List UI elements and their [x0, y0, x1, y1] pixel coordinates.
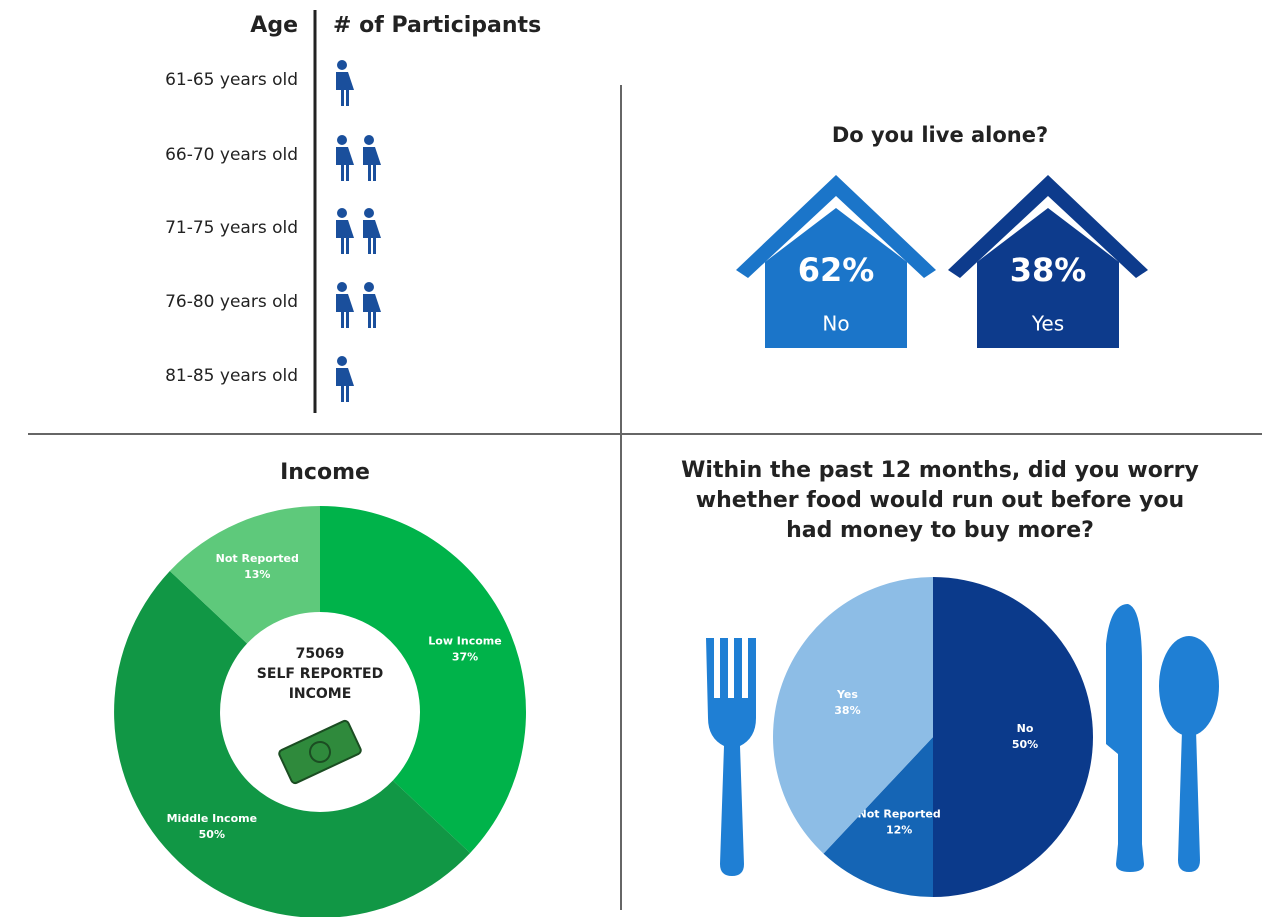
house [736, 175, 936, 348]
house [948, 175, 1148, 348]
person-head [337, 356, 347, 366]
pictogram [336, 356, 354, 402]
house-body [977, 208, 1119, 348]
person-body [363, 147, 381, 181]
chart-title: Income [280, 460, 370, 485]
house-body [765, 208, 907, 348]
category-label: 76-80 years old [165, 292, 298, 312]
person-head [337, 135, 347, 145]
category-label: 66-70 years old [165, 145, 298, 165]
slice [169, 505, 320, 644]
center-label: SELF REPORTED [257, 666, 383, 682]
bill [278, 719, 362, 785]
chart-title: Do you live alone? [832, 123, 1048, 147]
value-label: 13% [244, 568, 270, 581]
person-head [337, 60, 347, 70]
category-label: Yes [1031, 312, 1064, 336]
pictogram [336, 282, 381, 328]
slice-label: Not Reported [216, 552, 299, 565]
person-head [364, 135, 374, 145]
category-label: 61-65 years old [165, 70, 298, 90]
value-label: 38% [1010, 251, 1087, 289]
value-label: 12% [886, 824, 912, 837]
person-head [364, 208, 374, 218]
person-body [363, 220, 381, 254]
person-body [336, 220, 354, 254]
roof [736, 175, 936, 278]
slice-label: Low Income [428, 634, 501, 647]
slice [114, 570, 471, 917]
person-head [364, 282, 374, 292]
category-label: 81-85 years old [165, 366, 298, 386]
pictogram [336, 60, 354, 106]
slice-label: Yes [836, 688, 858, 701]
pictogram [336, 135, 381, 181]
roof [948, 175, 1148, 278]
cutlery [706, 604, 1219, 876]
bill-seal [309, 741, 331, 763]
person-body [363, 294, 381, 328]
slice-label: No [1017, 722, 1034, 735]
chart-title: Within the past 12 months, did you worry… [681, 458, 1199, 543]
center-label: INCOME [289, 686, 352, 702]
value-label: 37% [452, 650, 478, 663]
person-head [337, 282, 347, 292]
value-label: 50% [1012, 738, 1038, 751]
slice-label: Middle Income [167, 812, 257, 825]
person-body [336, 147, 354, 181]
person-head [337, 208, 347, 218]
value-label: 50% [199, 828, 225, 841]
slice [823, 737, 933, 897]
slice [772, 577, 933, 854]
person-body [336, 368, 354, 402]
slice [933, 577, 1093, 897]
category-label: 71-75 years old [165, 218, 298, 238]
person-body [336, 294, 354, 328]
value-label: 62% [798, 251, 875, 289]
value-label: 38% [834, 704, 860, 717]
slice [320, 506, 526, 854]
slice-label: Not Reported [858, 808, 941, 821]
money-icon [278, 719, 362, 785]
axis-label: # of Participants [333, 13, 541, 38]
person-body [336, 72, 354, 106]
pictogram [336, 208, 381, 254]
center-label: 75069 [296, 646, 345, 662]
category-label: No [822, 312, 849, 336]
axis-label: Age [250, 13, 298, 38]
